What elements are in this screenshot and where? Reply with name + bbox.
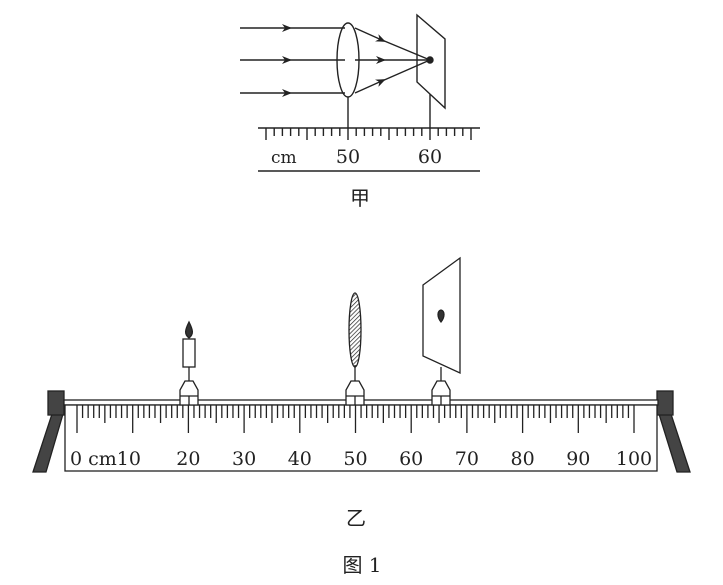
right-end-block [656, 390, 674, 416]
caption-b: 乙 [346, 506, 366, 530]
tick-label: 90 [566, 448, 590, 470]
screen-b [422, 256, 461, 406]
ruler-a-ticks [265, 128, 472, 140]
figure-a [240, 13, 480, 172]
tick-label: 80 [511, 448, 535, 470]
focal-point [426, 56, 434, 64]
ruler-b-labels: 0 cm10 20 30 40 50 60 70 80 90 100 [70, 448, 652, 470]
lens-b [345, 292, 365, 406]
figure-title: 图 1 [342, 553, 381, 577]
left-leg [32, 413, 64, 473]
tick-label: 70 [455, 448, 479, 470]
image-spot [437, 309, 445, 324]
tick-label: 50 [343, 448, 367, 470]
candle [179, 320, 199, 406]
ruler-b-ticks [76, 405, 635, 433]
figure-b [32, 256, 691, 473]
incident-rays [240, 24, 345, 97]
tick-label: 0 cm10 [70, 448, 141, 470]
tick-label: 30 [232, 448, 256, 470]
tick-label: 100 [616, 448, 652, 470]
right-leg [658, 413, 691, 473]
tick-label: 60 [399, 448, 423, 470]
tick-label-50: 50 [336, 146, 360, 168]
tick-label: 40 [288, 448, 312, 470]
tick-label-60: 60 [418, 146, 442, 168]
screen [416, 13, 446, 110]
unit-label: cm [271, 148, 297, 168]
tick-label: 20 [176, 448, 200, 470]
flame-icon [184, 320, 194, 339]
caption-a: 甲 [350, 186, 370, 210]
refracted-rays [354, 27, 431, 94]
left-end-block [47, 390, 65, 416]
